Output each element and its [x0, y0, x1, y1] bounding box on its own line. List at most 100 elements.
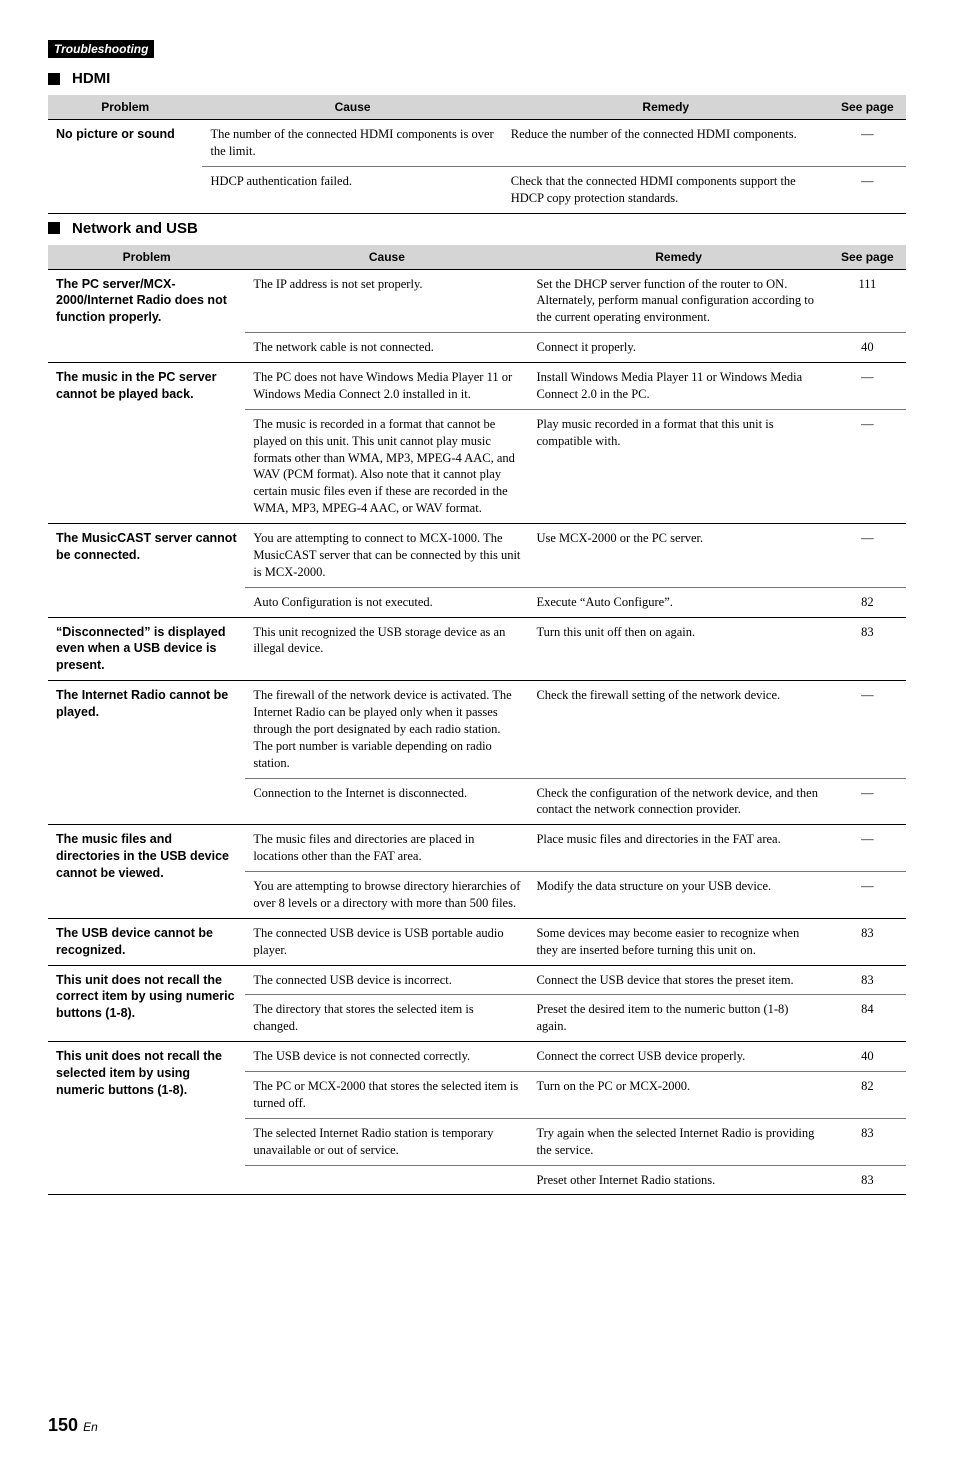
cell-problem: The music in the PC server cannot be pla… [48, 363, 245, 524]
network-table: Problem Cause Remedy See page The PC ser… [48, 245, 906, 1196]
cell-page: 82 [829, 587, 906, 617]
cell-page: — [829, 681, 906, 778]
cell-problem: The music files and directories in the U… [48, 825, 245, 919]
page-root: Troubleshooting HDMI Problem Cause Remed… [0, 0, 954, 1466]
cell-cause: This unit recognized the USB storage dev… [245, 617, 528, 681]
table-row: The PC server/MCX-2000/Internet Radio do… [48, 269, 906, 333]
cell-cause: The number of the connected HDMI compone… [202, 120, 502, 167]
cell-cause: The network cable is not connected. [245, 333, 528, 363]
cell-problem: “Disconnected” is displayed even when a … [48, 617, 245, 681]
cell-cause: Auto Configuration is not executed. [245, 587, 528, 617]
cell-page: 83 [829, 965, 906, 995]
cell-remedy: Some devices may become easier to recogn… [528, 918, 828, 965]
col-cause: Cause [202, 95, 502, 120]
cell-remedy: Turn this unit off then on again. [528, 617, 828, 681]
cell-remedy: Place music files and directories in the… [528, 825, 828, 872]
network-heading: Network and USB [48, 220, 906, 237]
cell-cause: The USB device is not connected correctl… [245, 1042, 528, 1072]
page-footer: 150 En [48, 1415, 906, 1436]
cell-cause: The connected USB device is USB portable… [245, 918, 528, 965]
page-lang: En [83, 1420, 98, 1434]
cell-problem: The PC server/MCX-2000/Internet Radio do… [48, 269, 245, 363]
cell-page: 83 [829, 617, 906, 681]
cell-remedy: Modify the data structure on your USB de… [528, 872, 828, 919]
table-row: This unit does not recall the selected i… [48, 1042, 906, 1072]
cell-problem: The Internet Radio cannot be played. [48, 681, 245, 825]
cell-remedy: Play music recorded in a format that thi… [528, 409, 828, 523]
cell-remedy: Try again when the selected Internet Rad… [528, 1118, 828, 1165]
table-row: The USB device cannot be recognized.The … [48, 918, 906, 965]
table-header-row: Problem Cause Remedy See page [48, 95, 906, 120]
col-problem: Problem [48, 95, 202, 120]
cell-cause [245, 1165, 528, 1195]
cell-page: — [829, 120, 906, 167]
network-heading-text: Network and USB [72, 220, 198, 237]
cell-page: — [829, 825, 906, 872]
table-row: The music in the PC server cannot be pla… [48, 363, 906, 410]
cell-cause: The firewall of the network device is ac… [245, 681, 528, 778]
hdmi-heading-text: HDMI [72, 70, 110, 87]
col-seepage: See page [829, 245, 906, 270]
table-row: No picture or soundThe number of the con… [48, 120, 906, 167]
square-icon [48, 222, 60, 234]
cell-remedy: Check that the connected HDMI components… [503, 166, 829, 213]
table-row: This unit does not recall the correct it… [48, 965, 906, 995]
cell-cause: You are attempting to browse directory h… [245, 872, 528, 919]
table-row: The MusicCAST server cannot be connected… [48, 524, 906, 588]
table-row: The Internet Radio cannot be played.The … [48, 681, 906, 778]
cell-cause: The PC or MCX-2000 that stores the selec… [245, 1072, 528, 1119]
cell-remedy: Install Windows Media Player 11 or Windo… [528, 363, 828, 410]
cell-problem: This unit does not recall the selected i… [48, 1042, 245, 1195]
cell-page: — [829, 872, 906, 919]
table-row: “Disconnected” is displayed even when a … [48, 617, 906, 681]
cell-cause: The directory that stores the selected i… [245, 995, 528, 1042]
network-tbody: The PC server/MCX-2000/Internet Radio do… [48, 269, 906, 1195]
cell-page: — [829, 524, 906, 588]
cell-problem: The MusicCAST server cannot be connected… [48, 524, 245, 618]
cell-page: — [829, 409, 906, 523]
cell-cause: Connection to the Internet is disconnect… [245, 778, 528, 825]
square-icon [48, 73, 60, 85]
cell-page: 83 [829, 1165, 906, 1195]
cell-remedy: Connect the USB device that stores the p… [528, 965, 828, 995]
cell-problem: This unit does not recall the correct it… [48, 965, 245, 1042]
cell-remedy: Use MCX-2000 or the PC server. [528, 524, 828, 588]
cell-page: — [829, 778, 906, 825]
col-remedy: Remedy [503, 95, 829, 120]
cell-page: 40 [829, 333, 906, 363]
cell-page: 40 [829, 1042, 906, 1072]
cell-remedy: Preset the desired item to the numeric b… [528, 995, 828, 1042]
col-seepage: See page [829, 95, 906, 120]
cell-cause: You are attempting to connect to MCX-100… [245, 524, 528, 588]
cell-page: 84 [829, 995, 906, 1042]
cell-remedy: Execute “Auto Configure”. [528, 587, 828, 617]
cell-page: 82 [829, 1072, 906, 1119]
cell-remedy: Check the firewall setting of the networ… [528, 681, 828, 778]
cell-remedy: Connect the correct USB device properly. [528, 1042, 828, 1072]
cell-cause: The selected Internet Radio station is t… [245, 1118, 528, 1165]
cell-remedy: Turn on the PC or MCX-2000. [528, 1072, 828, 1119]
cell-problem: The USB device cannot be recognized. [48, 918, 245, 965]
cell-remedy: Preset other Internet Radio stations. [528, 1165, 828, 1195]
col-problem: Problem [48, 245, 245, 270]
section-header-strip: Troubleshooting [48, 40, 154, 58]
cell-remedy: Set the DHCP server function of the rout… [528, 269, 828, 333]
cell-cause: HDCP authentication failed. [202, 166, 502, 213]
hdmi-tbody: No picture or soundThe number of the con… [48, 120, 906, 214]
hdmi-heading: HDMI [48, 70, 906, 87]
cell-cause: The IP address is not set properly. [245, 269, 528, 333]
page-number: 150 [48, 1415, 78, 1435]
cell-cause: The connected USB device is incorrect. [245, 965, 528, 995]
col-cause: Cause [245, 245, 528, 270]
cell-remedy: Connect it properly. [528, 333, 828, 363]
cell-remedy: Check the configuration of the network d… [528, 778, 828, 825]
cell-cause: The PC does not have Windows Media Playe… [245, 363, 528, 410]
cell-page: 111 [829, 269, 906, 333]
table-header-row: Problem Cause Remedy See page [48, 245, 906, 270]
cell-page: — [829, 166, 906, 213]
cell-page: — [829, 363, 906, 410]
cell-page: 83 [829, 918, 906, 965]
cell-cause: The music is recorded in a format that c… [245, 409, 528, 523]
cell-remedy: Reduce the number of the connected HDMI … [503, 120, 829, 167]
col-remedy: Remedy [528, 245, 828, 270]
